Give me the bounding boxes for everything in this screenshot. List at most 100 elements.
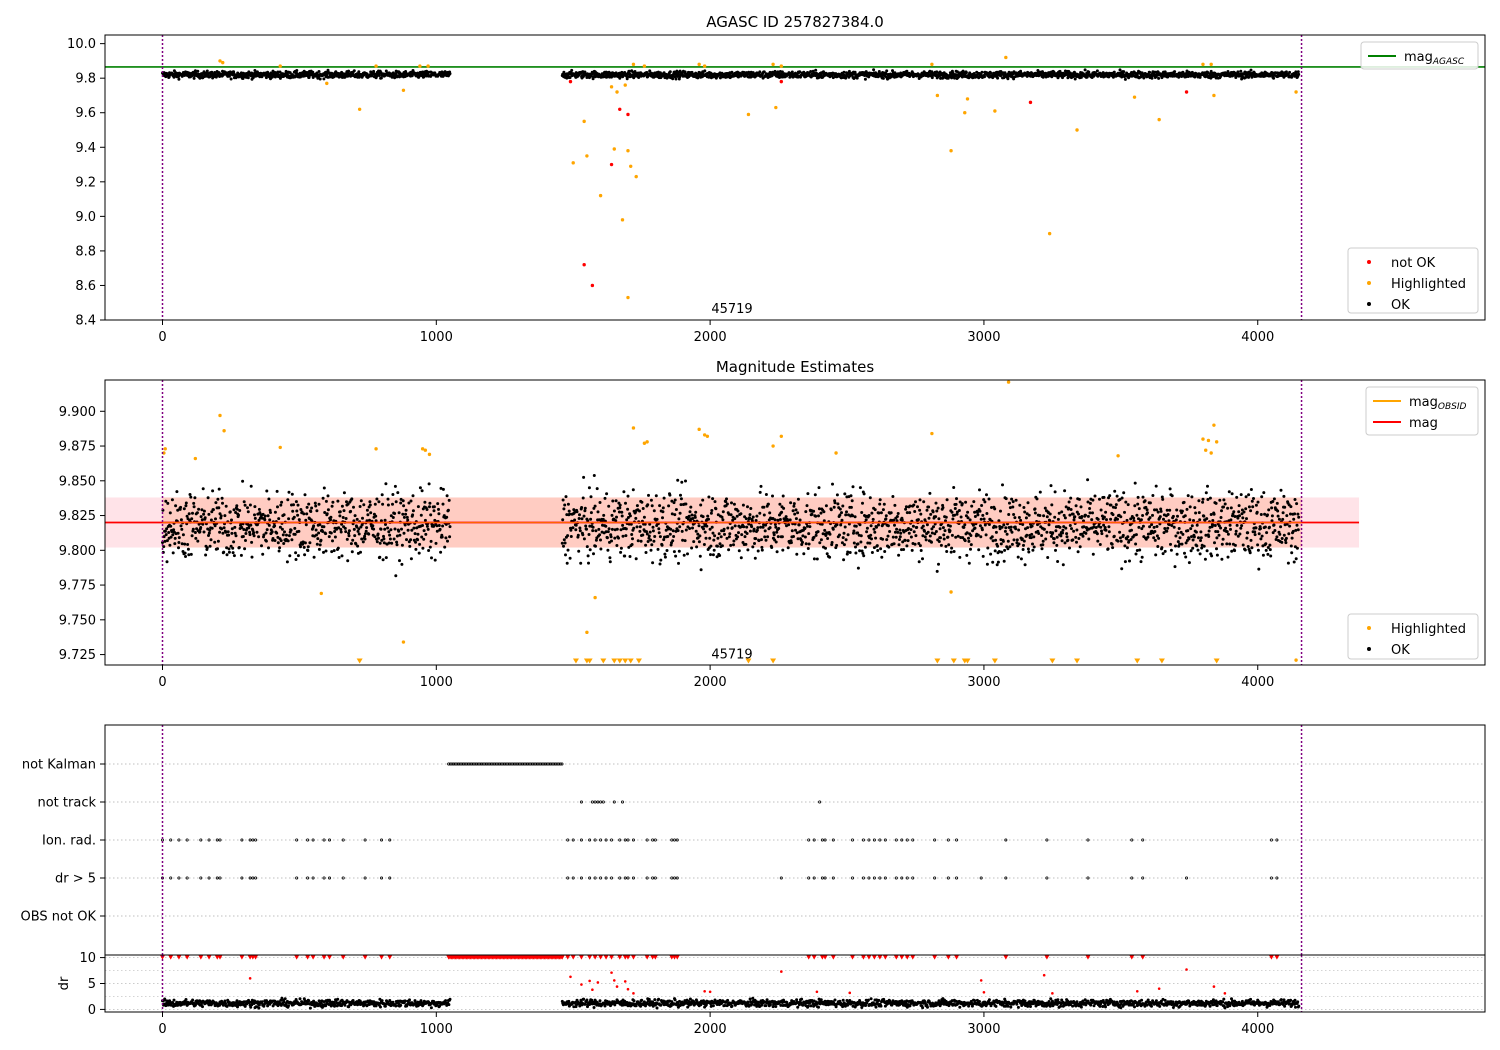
ok-point (1072, 529, 1076, 533)
ok-point (778, 502, 782, 506)
ok-point (665, 549, 669, 552)
ok-point (905, 544, 909, 548)
ok-point (737, 549, 741, 553)
ok-point (1080, 515, 1084, 518)
highlighted-point (357, 107, 362, 111)
ok-point (1296, 70, 1300, 74)
ok-point (913, 510, 917, 513)
ok-point (1148, 70, 1152, 74)
ok-point (581, 496, 585, 500)
ok-point (1181, 532, 1185, 536)
ok-point (1109, 517, 1113, 521)
ok-point (1113, 489, 1117, 493)
ok-point (918, 508, 922, 512)
highlighted-point (1201, 62, 1205, 67)
ok-point (1017, 542, 1021, 546)
ok-point (667, 504, 671, 508)
ok-point (224, 504, 228, 508)
ok-point (411, 509, 415, 513)
ok-point (1187, 561, 1191, 565)
ok-point (897, 553, 901, 557)
ok-point (1190, 524, 1194, 528)
ok-point (379, 76, 383, 80)
ok-point (944, 515, 948, 519)
ok-point (257, 507, 261, 511)
ok-point (1239, 526, 1243, 530)
ok-point (688, 527, 692, 530)
ok-point (369, 511, 373, 515)
ok-point (401, 499, 405, 503)
ok-point (347, 69, 351, 73)
ok-point (203, 516, 207, 520)
ok-point (363, 537, 367, 541)
ok-point (910, 548, 914, 552)
ok-point (856, 542, 860, 546)
highlighted-point (623, 83, 627, 87)
highlighted-point (325, 81, 329, 86)
ok-point (909, 535, 913, 539)
ok-point (661, 506, 665, 510)
ok-point (1195, 523, 1199, 527)
ok-point (716, 536, 720, 540)
ok-point (1102, 495, 1106, 499)
ok-point (815, 557, 819, 561)
ok-point (1237, 504, 1241, 508)
ok-point (1192, 519, 1195, 522)
ok-point (894, 535, 898, 539)
ok-point (1180, 542, 1184, 546)
ok-point (446, 539, 449, 543)
ok-point (286, 498, 290, 502)
ok-point (322, 77, 326, 81)
ok-point (1239, 69, 1243, 73)
ok-point (1004, 497, 1008, 501)
ok-point (898, 535, 902, 539)
ok-point (651, 525, 655, 529)
ok-point (754, 519, 758, 522)
ok-point (237, 513, 240, 517)
ok-point (950, 533, 954, 537)
ok-point (426, 527, 430, 531)
ok-point (1173, 70, 1177, 74)
y-tick-label: 9.8 (75, 72, 96, 87)
ok-point (391, 493, 395, 496)
ok-point (934, 501, 938, 505)
ok-point (296, 513, 300, 517)
ok-point (211, 489, 215, 493)
ok-point (850, 499, 854, 503)
ok-point (574, 528, 578, 532)
ok-point (1245, 536, 1249, 540)
ok-point (828, 555, 832, 559)
ok-point (813, 493, 817, 497)
ok-point (1122, 70, 1126, 74)
highlighted-point (221, 60, 225, 65)
ok-point (1027, 513, 1031, 517)
ok-point (1033, 511, 1037, 515)
ok-point (1186, 494, 1190, 498)
highlighted-point (620, 218, 625, 222)
ok-point (1199, 539, 1202, 542)
ok-point (948, 524, 952, 528)
highlighted-point (626, 295, 630, 300)
ok-point (681, 538, 685, 542)
ok-point (1120, 567, 1124, 571)
ok-point (638, 509, 641, 513)
ok-point (846, 533, 850, 537)
ok-point (1249, 509, 1253, 513)
ok-point (618, 503, 622, 507)
ok-point (214, 517, 217, 521)
ok-point (777, 527, 781, 530)
ok-point (671, 77, 675, 81)
ok-point (329, 515, 333, 519)
ok-point (297, 529, 301, 533)
ok-point (437, 524, 441, 527)
ok-point (186, 547, 190, 551)
ok-point (1090, 518, 1094, 522)
ok-point (584, 524, 588, 528)
ok-point (859, 540, 863, 544)
ok-point (404, 508, 408, 512)
ok-point (276, 505, 279, 509)
ok-point (1136, 502, 1140, 506)
ok-point (1175, 508, 1179, 512)
ok-point (1122, 491, 1126, 495)
ok-point (941, 526, 945, 530)
